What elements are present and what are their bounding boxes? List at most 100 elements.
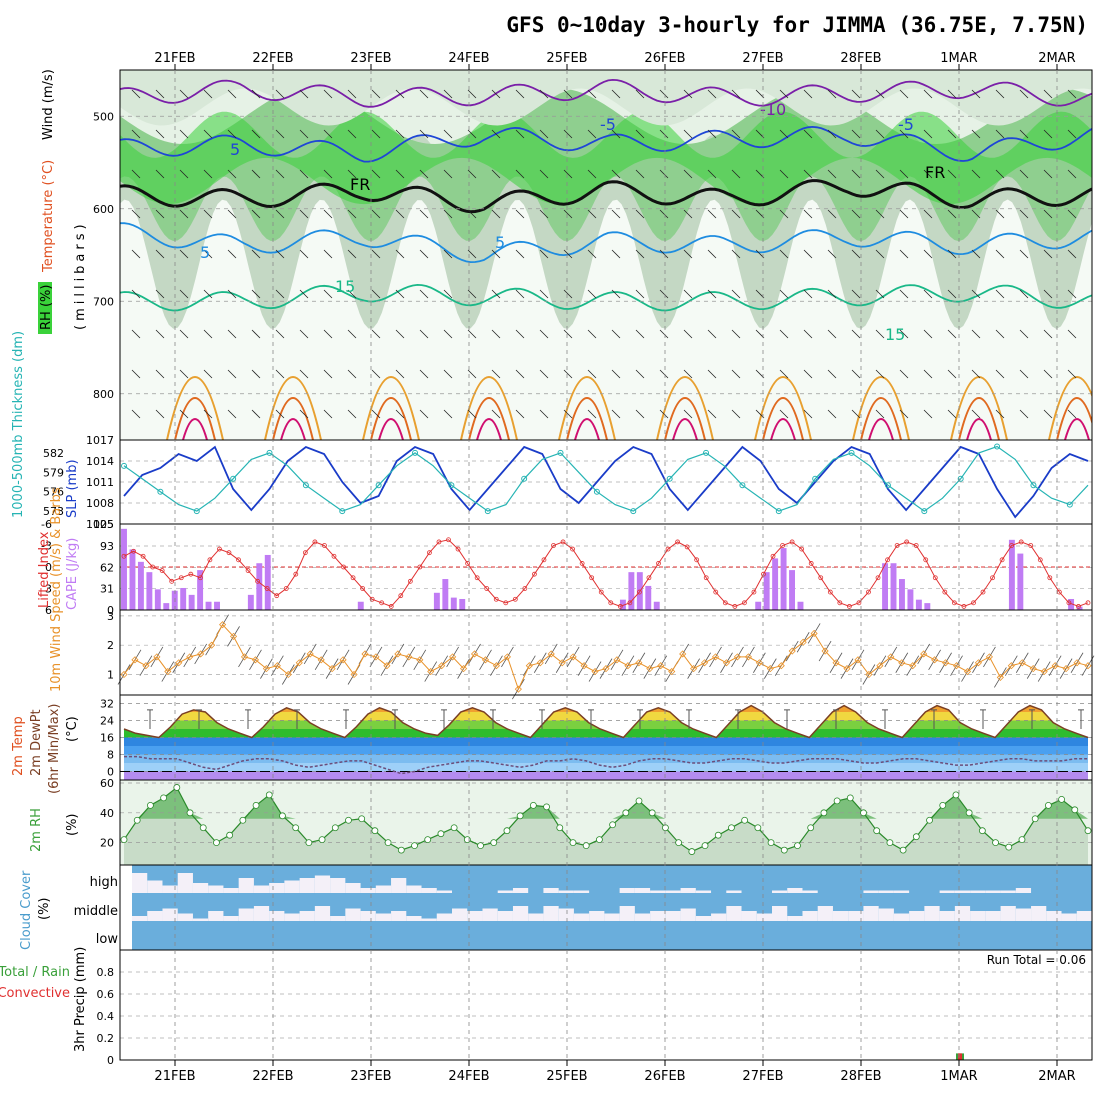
wind-barb	[635, 329, 645, 339]
wind-tick-label: 1	[107, 668, 114, 681]
lifted-index-point	[197, 575, 203, 581]
wind-speed-point	[339, 656, 347, 664]
lifted-index-point	[589, 575, 595, 581]
wind-barb	[923, 169, 933, 179]
warm-contour	[460, 376, 518, 440]
thickness-tick-label: 582	[43, 447, 64, 460]
rh-point	[780, 846, 788, 854]
rh-point	[728, 824, 735, 832]
wind-barb	[419, 409, 429, 419]
wind-speed-point	[942, 659, 950, 667]
lifted-index-point	[255, 578, 261, 584]
cloud-bar-high	[253, 885, 270, 893]
rh-point	[397, 846, 405, 854]
wind-barb	[275, 409, 285, 419]
warm-contour	[1048, 376, 1092, 440]
lifted-index-point	[264, 586, 270, 591]
lifted-index-point	[236, 557, 241, 563]
cloud-bar-high	[375, 885, 392, 893]
wind-barb	[611, 369, 621, 379]
wind-barb	[875, 289, 885, 299]
lifted-index-point	[427, 550, 432, 556]
warm-contour	[966, 418, 992, 440]
wind-speed-point	[525, 662, 533, 670]
rh-point	[833, 797, 841, 805]
cloud-bar-high	[512, 888, 529, 893]
rh-point	[582, 842, 590, 850]
minmax-label: (6hr Min/Max)	[47, 704, 62, 794]
cloud-bar-high	[802, 890, 818, 893]
lifted-index-point	[503, 600, 509, 606]
contour-label: 5	[495, 233, 505, 252]
warm-contour	[370, 397, 412, 440]
wind-barb	[227, 209, 237, 219]
cloud-bar-middle	[787, 916, 803, 921]
temperature-contour	[120, 125, 1092, 163]
wind-barb	[179, 129, 189, 139]
wind-barb	[275, 209, 285, 219]
wind-barb	[923, 289, 933, 299]
cloud-bar-high	[238, 878, 254, 893]
wind-barb	[227, 129, 237, 139]
wind-barb	[971, 289, 981, 299]
cloud-bar-high	[177, 873, 193, 893]
wind-barb	[971, 369, 981, 379]
lifted-index-point	[827, 589, 833, 595]
wind-barb	[1043, 249, 1053, 259]
wind-barb	[731, 249, 741, 259]
cloud-unit-label: (%)	[37, 898, 52, 921]
wind-barb	[395, 169, 405, 179]
pressure-tick-label: 800	[93, 388, 114, 401]
warm-contour	[476, 418, 502, 440]
rh-point	[1018, 836, 1026, 844]
wind-barb	[155, 249, 165, 259]
warm-contour	[1056, 397, 1092, 440]
wind-speed-point	[361, 650, 369, 658]
dew2m-label: 2m DewPt	[29, 709, 44, 776]
wind-speed-point	[229, 632, 238, 640]
wind-barb	[203, 289, 213, 299]
thickness-tick-label: 576	[43, 486, 64, 499]
cloud-row-label: high	[90, 875, 118, 890]
cape-bar	[882, 563, 889, 610]
wind-speed-point	[481, 656, 490, 664]
wind-speed-point	[591, 667, 599, 676]
wind-barb	[899, 209, 909, 219]
wind-barb	[971, 169, 981, 179]
wind-barb	[275, 289, 285, 299]
wind-barb	[659, 89, 669, 99]
cape-bar	[890, 563, 897, 610]
rh-label: RH (%)	[39, 285, 54, 330]
wind-speed-point	[1018, 659, 1026, 667]
rh-point	[714, 831, 722, 839]
cloud-bar-high	[1000, 890, 1016, 893]
wind-barb	[371, 129, 381, 139]
rh-band-dry	[120, 171, 1092, 440]
cape-bar	[450, 597, 457, 610]
warm-contour	[770, 418, 796, 440]
wind-barb	[515, 169, 525, 179]
wind-barb	[539, 249, 549, 259]
thickness-point	[266, 449, 273, 456]
wind-barb	[227, 369, 237, 379]
temp-band	[124, 737, 1088, 746]
wind-speed-point	[284, 670, 292, 679]
wind-barb	[467, 249, 477, 259]
rh-point	[477, 842, 484, 850]
wind-speed-point	[854, 656, 862, 664]
cloud-bar-middle	[238, 908, 254, 921]
lifted-index-point	[1009, 543, 1015, 548]
wind-speed-point	[470, 650, 479, 658]
cape-lifted-index-panel: 0 31 62 93 125 -6 -3 0 3 6	[41, 518, 1092, 617]
rh-point	[741, 816, 749, 824]
cloud-bar-high	[787, 888, 803, 893]
cloud-bar-high	[391, 878, 407, 893]
lifted-index-point	[532, 571, 537, 577]
temp-band	[124, 771, 1088, 780]
cloud-bar-middle	[634, 913, 651, 921]
wind-barb	[731, 329, 741, 339]
thickness-point	[630, 508, 637, 515]
wind-barb	[203, 89, 213, 99]
wind-barb	[179, 409, 189, 419]
wind-speed-point	[755, 659, 763, 667]
